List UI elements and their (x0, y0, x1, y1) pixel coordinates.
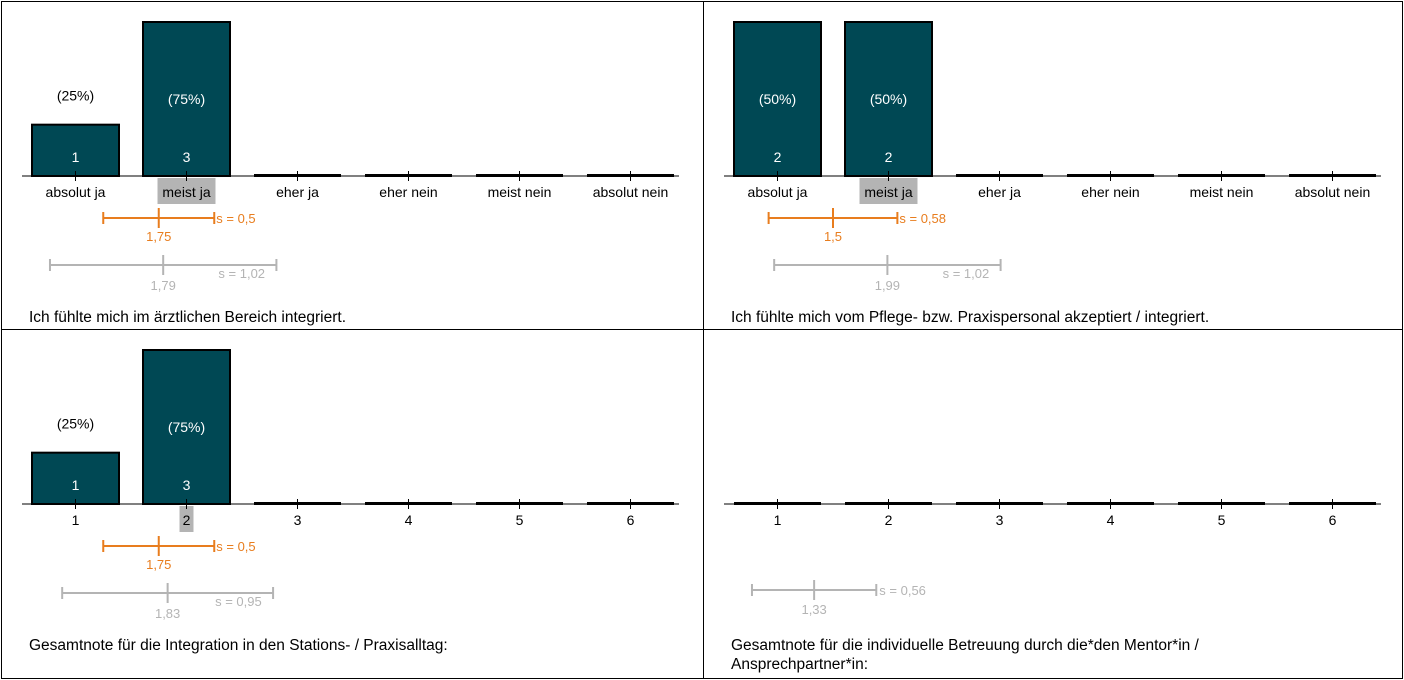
ref-mean-label: 1,79 (151, 278, 176, 293)
ref-sd-label: s = 0,95 (215, 594, 262, 609)
bar (142, 21, 231, 177)
x-tick-label: 2 (885, 512, 893, 528)
bar (31, 123, 120, 177)
bar-count-label: 3 (183, 149, 191, 165)
x-tick-label: absolut ja (748, 184, 808, 200)
bar-percent-label: (50%) (870, 91, 907, 107)
category-highlight (859, 178, 918, 204)
x-tick-label: 6 (627, 512, 635, 528)
bar-chart: 1 (25%) 3 (75%) 1 2 3 4 5 6 1,75 s = 0,5 1,83 s = 0,9… (22, 349, 679, 621)
bar-percent-label: (25%) (57, 416, 94, 432)
x-tick-label: 5 (1218, 512, 1226, 528)
ref-sd-label: s = 1,02 (218, 266, 265, 281)
bar-chart: 1 2 3 4 5 6 1,33 s = 0,56 (724, 499, 1381, 617)
own-mean-label: 1,75 (146, 557, 171, 572)
bar-count-label: 2 (774, 149, 782, 165)
category-highlight (179, 506, 194, 532)
x-tick-label: eher ja (276, 184, 319, 200)
ref-sd-label: s = 1,02 (943, 266, 990, 281)
chart-panel-2: 2 (50%) 2 (50%) absolut ja meist ja eher ja ehe… (703, 1, 1403, 330)
bar-percent-label: (50%) (759, 91, 796, 107)
x-tick-label: meist nein (1190, 184, 1254, 200)
x-tick-label: 2 (183, 512, 191, 528)
bar-chart: 1 (25%) 3 (75%) absolut ja meist ja eher ja ehe… (22, 21, 679, 293)
bar-count-label: 1 (72, 477, 80, 493)
x-tick-label: eher nein (379, 184, 437, 200)
question-text: Ich fühlte mich vom Pflege- bzw. Praxisp… (731, 309, 1210, 326)
x-tick-label: 1 (72, 512, 80, 528)
bar-percent-label: (25%) (57, 88, 94, 104)
own-mean-label: 1,5 (824, 229, 842, 244)
bar-count-label: 2 (885, 149, 893, 165)
x-tick-label: absolut nein (1295, 184, 1371, 200)
x-tick-label: absolut nein (593, 184, 669, 200)
bar (844, 21, 933, 177)
ref-mean-label: 1,83 (155, 606, 180, 621)
x-tick-label: 3 (294, 512, 302, 528)
bar (31, 451, 120, 505)
x-tick-label: eher nein (1081, 184, 1139, 200)
question-text: Ich fühlte mich im ärztlichen Bereich in… (29, 309, 347, 326)
own-sd-label: s = 0,58 (899, 211, 946, 226)
bar-percent-label: (75%) (168, 91, 205, 107)
bar-percent-label: (75%) (168, 419, 205, 435)
question-text: Gesamtnote für die individuelle Betreuun… (731, 637, 1199, 673)
bar (142, 349, 231, 505)
own-mean-label: 1,75 (146, 229, 171, 244)
x-tick-label: 4 (1107, 512, 1115, 528)
ref-sd-label: s = 0,56 (879, 583, 926, 598)
x-tick-label: meist ja (864, 184, 912, 200)
ref-mean-label: 1,33 (801, 602, 826, 617)
category-highlight (157, 178, 216, 204)
bar-count-label: 3 (183, 477, 191, 493)
x-tick-label: meist ja (162, 184, 210, 200)
question-text: Gesamtnote für die Integration in den St… (29, 637, 448, 654)
own-sd-label: s = 0,5 (216, 211, 255, 226)
x-tick-label: 4 (405, 512, 413, 528)
chart-panel-4: 1 2 3 4 5 6 1,33 s = 0,56 Gesamtnote für die in… (703, 329, 1403, 679)
chart-panel-3: 1 (25%) 3 (75%) 1 2 3 4 5 6 1,75 s = 0,5 1,83 s = 0,9… (1, 329, 704, 679)
bar-chart: 2 (50%) 2 (50%) absolut ja meist ja eher ja ehe… (724, 21, 1381, 293)
x-tick-label: 6 (1329, 512, 1337, 528)
ref-mean-label: 1,99 (875, 278, 900, 293)
x-tick-label: eher ja (978, 184, 1021, 200)
x-tick-label: absolut ja (46, 184, 106, 200)
bar-count-label: 1 (72, 149, 80, 165)
chart-panel-1: 1 (25%) 3 (75%) absolut ja meist ja eher ja ehe… (1, 1, 704, 330)
x-tick-label: meist nein (488, 184, 552, 200)
x-tick-label: 5 (516, 512, 524, 528)
x-tick-label: 3 (996, 512, 1004, 528)
x-tick-label: 1 (774, 512, 782, 528)
own-sd-label: s = 0,5 (216, 539, 255, 554)
